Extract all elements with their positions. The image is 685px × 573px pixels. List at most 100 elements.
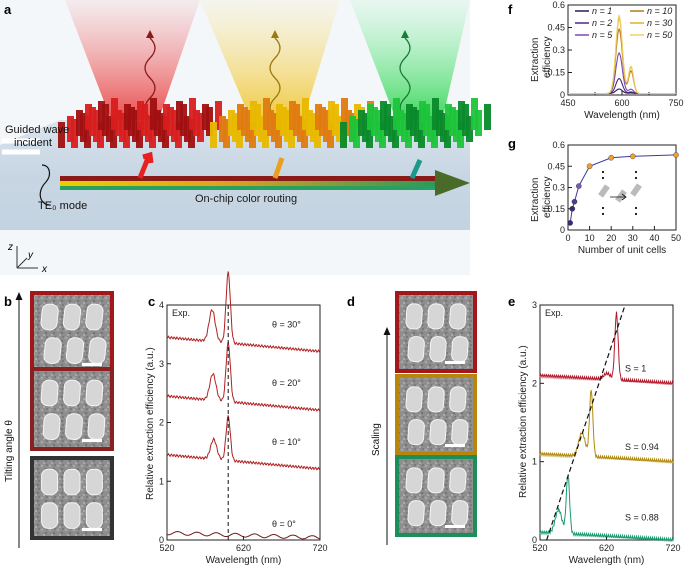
- nano-pillar: [310, 113, 317, 142]
- axis-x-label: x: [41, 264, 48, 275]
- y-tick-label: 0: [159, 535, 164, 545]
- nano-pillar: [297, 116, 304, 142]
- nano-pillar-sem: [87, 413, 106, 440]
- y-tick-label: 3: [532, 300, 537, 310]
- nano-pillar: [250, 101, 257, 130]
- inset-dot-icon: [601, 212, 605, 216]
- nano-pillar: [119, 113, 126, 142]
- nano-pillar: [276, 104, 283, 130]
- y-axis-label-line2: efficiency: [542, 176, 553, 218]
- nano-pillar: [302, 98, 309, 130]
- y-axis-label: Relative extraction efficiency (a.u.): [145, 347, 156, 500]
- nano-pillar: [236, 116, 243, 148]
- panel-label-c: c: [148, 294, 155, 309]
- series-label: θ = 20°: [272, 378, 301, 388]
- nano-pillar: [401, 113, 408, 142]
- nano-pillar: [262, 119, 269, 148]
- red-wave-arrowhead-icon: [146, 30, 154, 38]
- nano-pillar: [171, 110, 178, 142]
- green-pillar-array: [340, 98, 491, 148]
- data-point: [608, 154, 615, 161]
- nano-pillar: [410, 107, 417, 136]
- nano-pillar: [76, 110, 83, 136]
- sem-image-stack-b: [30, 291, 114, 540]
- series-line: [539, 474, 674, 543]
- nano-pillar: [175, 122, 182, 148]
- x-axis-label: Number of unit cells: [578, 245, 666, 256]
- panel-label-d: d: [347, 294, 355, 309]
- inset-arrow-icon: [610, 193, 627, 201]
- y-tick-label: 0.6: [552, 0, 565, 10]
- nano-pillar: [145, 116, 152, 142]
- nano-pillar-sem: [451, 419, 469, 446]
- inset-dot-icon: [601, 170, 605, 174]
- incident-label: incident: [14, 137, 52, 149]
- legend-label: n = 5: [592, 30, 613, 40]
- panel-label-g: g: [508, 136, 516, 151]
- panel-f: f 450 600 750 0 0.15 0.3 0.45 0.6 Wavelength (nm…: [508, 0, 684, 121]
- routing-bar-red: [60, 176, 435, 181]
- nano-pillar-sem: [65, 413, 83, 440]
- nano-pillar: [323, 110, 330, 142]
- nano-pillar-sem: [427, 467, 445, 494]
- nano-pillar: [341, 98, 348, 130]
- nano-pillar: [475, 110, 482, 136]
- nano-pillar: [414, 110, 421, 142]
- series-line: [166, 341, 321, 412]
- y-tick-label: 0.15: [547, 68, 565, 78]
- te0-mode-profile-icon: [39, 164, 51, 206]
- exp-annotation: Exp.: [172, 308, 190, 318]
- inset-dot-icon: [634, 212, 638, 216]
- scale-bar: [445, 361, 465, 364]
- nano-pillar: [353, 119, 360, 148]
- nano-pillar: [232, 113, 239, 142]
- nano-pillar: [71, 119, 78, 148]
- nano-pillar: [289, 101, 296, 130]
- nano-pillar: [375, 110, 382, 142]
- nano-pillar: [315, 104, 322, 130]
- nano-pillar: [340, 122, 347, 148]
- nano-pillar: [85, 104, 92, 130]
- routing-bar-gradient: [60, 181, 435, 186]
- nano-pillar: [288, 122, 295, 148]
- nano-pillar: [418, 122, 425, 148]
- green-wave-icon: [399, 37, 411, 119]
- nano-pillar: [210, 122, 217, 148]
- red-light-beam: [65, 0, 200, 130]
- guided-wave-label: Guided wave: [5, 124, 69, 136]
- nano-pillar: [223, 119, 230, 148]
- nano-pillar: [67, 116, 74, 142]
- scaling-label: Scaling: [371, 423, 382, 456]
- nano-pillar: [97, 122, 104, 148]
- red-pillar-array: [58, 98, 222, 148]
- exp-annotation: Exp.: [545, 308, 563, 318]
- series-label: θ = 10°: [272, 437, 301, 447]
- nano-pillar: [106, 116, 113, 142]
- nano-pillar: [219, 116, 226, 142]
- data-point: [586, 163, 593, 170]
- nano-pillar: [197, 113, 204, 142]
- nano-pillar: [271, 113, 278, 142]
- nano-pillar: [115, 110, 122, 136]
- nano-pillar: [237, 104, 244, 130]
- nano-pillar: [167, 107, 174, 136]
- x-tick-label: 520: [159, 543, 174, 553]
- nano-pillar-sem: [63, 468, 81, 496]
- data-point: [673, 152, 679, 158]
- nano-pillar-sem: [41, 502, 59, 529]
- data-point: [569, 205, 576, 212]
- y-tick-label: 0: [560, 225, 565, 235]
- nano-pillar-sem: [407, 336, 425, 363]
- scale-bar: [445, 444, 465, 447]
- nano-pillar: [380, 101, 387, 130]
- chart-f: 450 600 750 0 0.15 0.3 0.45 0.6 Wavelength (nm) E…: [530, 0, 684, 121]
- series-label: θ = 30°: [272, 319, 301, 329]
- x-tick-label: 30: [628, 233, 638, 243]
- nano-pillar: [471, 98, 478, 130]
- nano-pillar: [137, 101, 144, 130]
- nano-pillar: [132, 110, 139, 142]
- nano-pillar: [141, 104, 148, 136]
- series-label: θ = 0°: [272, 519, 296, 529]
- nano-pillar: [397, 110, 404, 136]
- nano-pillar: [176, 101, 183, 130]
